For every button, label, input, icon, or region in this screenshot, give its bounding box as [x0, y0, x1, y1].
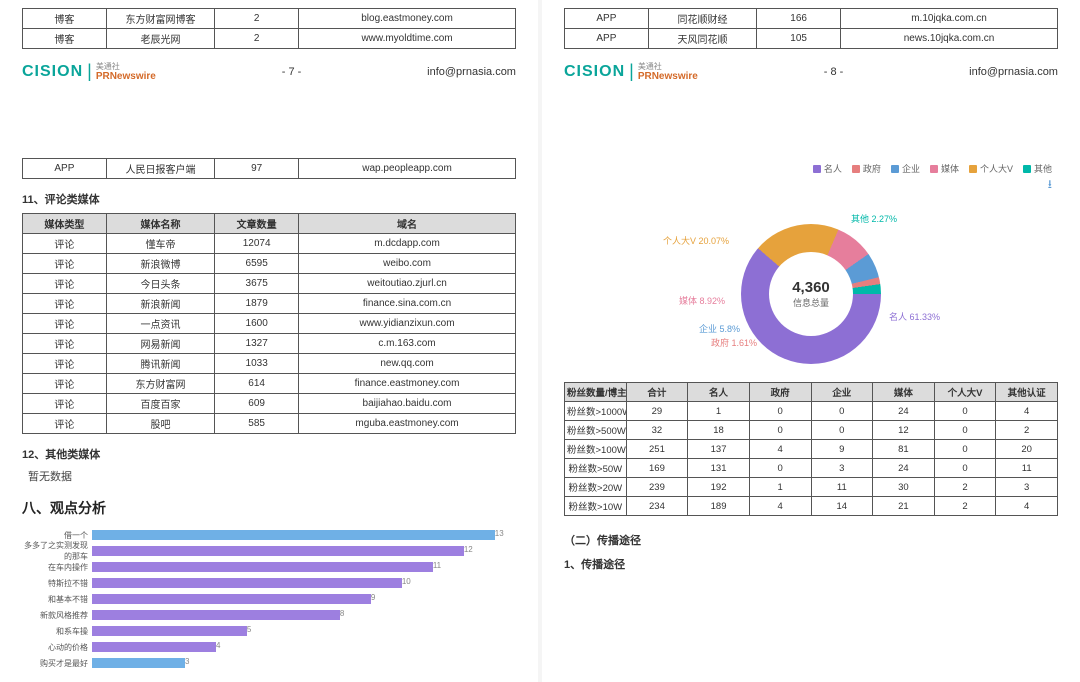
section-12-title: 12、其他类媒体 [22, 446, 516, 462]
section-11-title: 11、评论类媒体 [22, 191, 516, 207]
cision-logo: CISION [22, 63, 83, 81]
table-row: 粉丝数>100W2511374981020 [565, 440, 1058, 459]
page-number: - 7 - [282, 66, 302, 78]
fans-table: 粉丝数量/博主类型合计名人政府企业媒体个人大V其他认证 粉丝数>1000W291… [564, 382, 1058, 516]
table-row: 博客东方财富网博客2blog.eastmoney.com [23, 9, 516, 29]
table-row: APP天风同花顺105news.10jqka.com.cn [565, 29, 1058, 49]
footer-email: info@prnasia.com [427, 66, 516, 78]
section-12-nodata: 暂无数据 [28, 468, 516, 484]
page-left: 博客东方财富网博客2blog.eastmoney.com博客老辰光网2www.m… [0, 0, 538, 682]
table-row: 粉丝数>20W2391921113023 [565, 478, 1058, 497]
viewpoint-heading: 八、观点分析 [22, 498, 516, 518]
table-row: 评论新浪微博6595weibo.com [23, 254, 516, 274]
table-row: 评论腾讯新闻1033new.qq.com [23, 354, 516, 374]
table-row: 评论百度百家609baijiahao.baidu.com [23, 394, 516, 414]
download-icon[interactable]: ⭳ [564, 175, 1058, 196]
table-row: 粉丝数>1000W291002404 [565, 402, 1058, 421]
page-right: APP同花顺财经166m.10jqka.com.cnAPP天风同花顺105new… [542, 0, 1080, 682]
section-11-table: 媒体类型媒体名称文章数量域名 评论懂车帝12074m.dcdapp.com评论新… [22, 213, 516, 434]
table-row: 评论今日头条3675weitoutiao.zjurl.cn [23, 274, 516, 294]
path-parent-heading: （二）传播途径 [564, 532, 1058, 548]
table-row: 粉丝数>500W3218001202 [565, 421, 1058, 440]
table-row: 评论股吧585mguba.eastmoney.com [23, 414, 516, 434]
brand-block: CISION | 美通社 PRNewswire [22, 61, 156, 82]
table-row: 粉丝数>10W2341894142124 [565, 497, 1058, 516]
table-row: 粉丝数>50W1691310324011 [565, 459, 1058, 478]
table-row: 博客老辰光网2www.myoldtime.com [23, 29, 516, 49]
viewpoint-bar-chart: 借一个13多多了之实测发现的那车12在车内操作11特斯拉不错10和基本不错9新款… [22, 528, 516, 670]
top-right-table: APP同花顺财经166m.10jqka.com.cnAPP天风同花顺105new… [564, 8, 1058, 49]
table-row: 评论懂车帝12074m.dcdapp.com [23, 234, 516, 254]
table-row: 评论一点资讯1600www.yidianzixun.com [23, 314, 516, 334]
footer-right: CISION | 美通社 PRNewswire - 8 - info@prnas… [564, 59, 1058, 88]
donut-legend: 名人政府企业媒体个人大V其他 [564, 162, 1052, 175]
table-row: APP同花顺财经166m.10jqka.com.cn [565, 9, 1058, 29]
left-app-table: APP人民日报客户端97wap.peopleapp.com [22, 158, 516, 179]
path-sub-heading: 1、传播途径 [564, 556, 1058, 572]
donut-center: 4,360 信息总量 [769, 252, 853, 336]
table-row: 评论东方财富网614finance.eastmoney.com [23, 374, 516, 394]
table-row: 评论网易新闻1327c.m.163.com [23, 334, 516, 354]
donut-chart: 4,360 信息总量 其他 2.27%个人大V 20.07%媒体 8.92%企业… [661, 214, 961, 374]
top-left-table: 博客东方财富网博客2blog.eastmoney.com博客老辰光网2www.m… [22, 8, 516, 49]
footer-left: CISION | 美通社 PRNewswire - 7 - info@prnas… [22, 59, 516, 88]
table-row: 评论新浪新闻1879finance.sina.com.cn [23, 294, 516, 314]
